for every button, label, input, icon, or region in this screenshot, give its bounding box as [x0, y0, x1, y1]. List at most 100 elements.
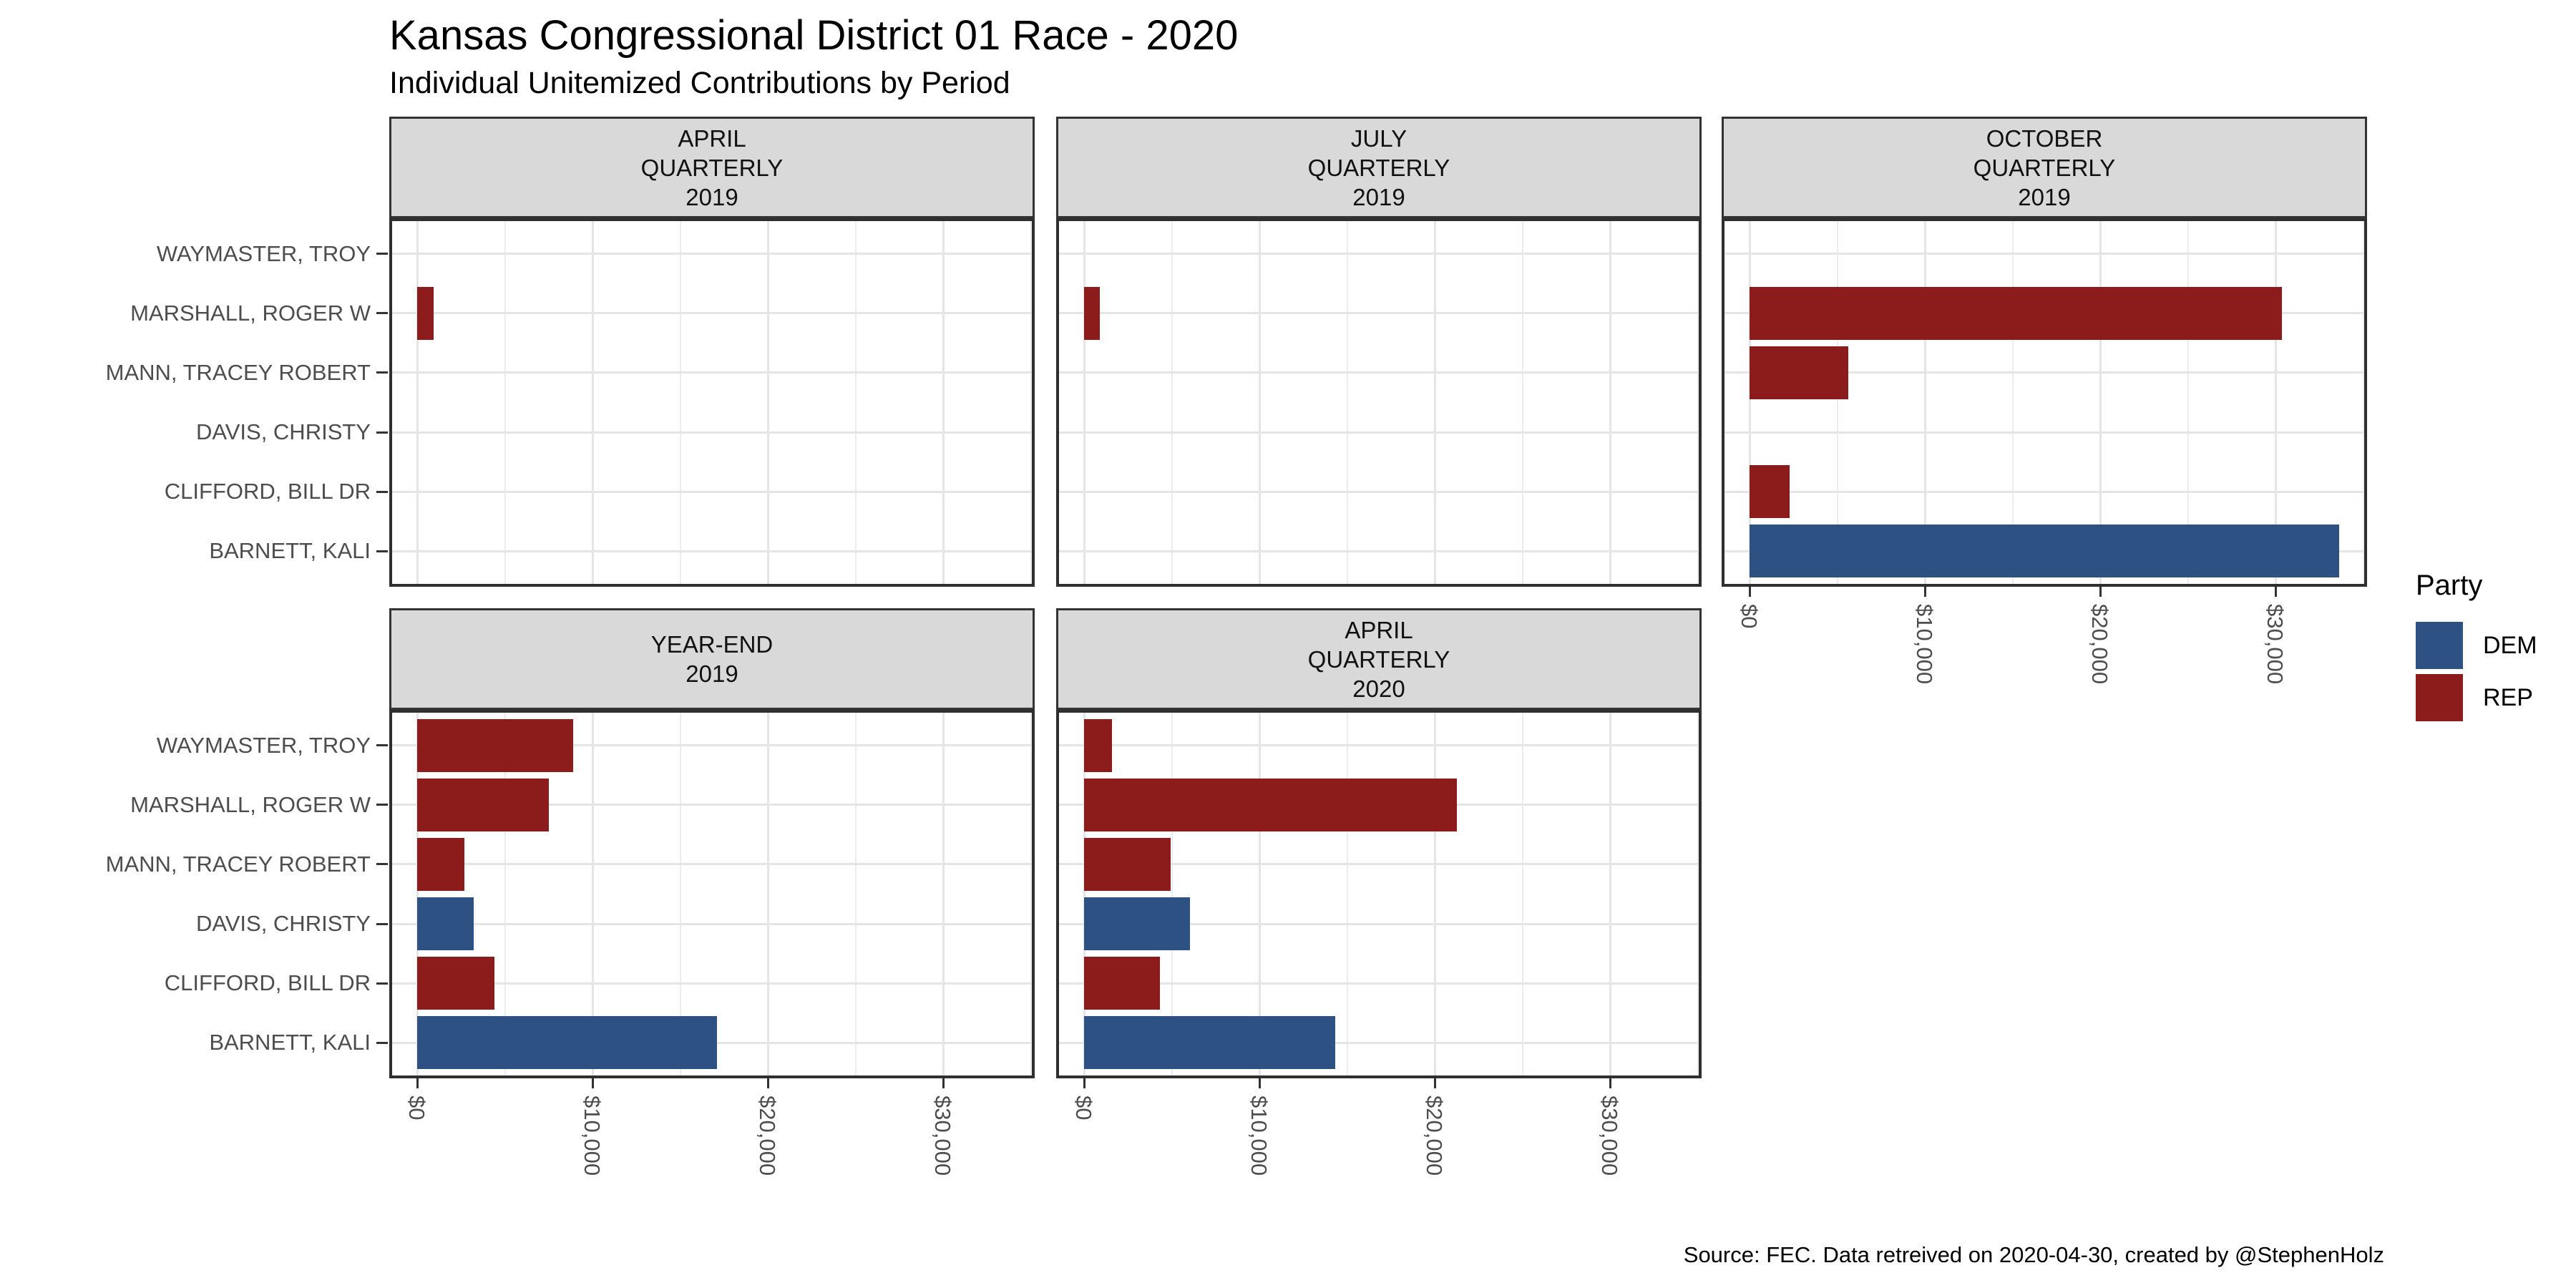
gridline-major-horizontal — [1059, 982, 1699, 985]
x-tick — [1748, 587, 1751, 597]
gridline-minor-vertical — [679, 221, 681, 584]
chart-subtitle: Individual Unitemized Contributions by P… — [389, 66, 1010, 100]
x-tick — [1433, 1078, 1436, 1088]
y-tick — [376, 863, 388, 866]
gridline-major-horizontal — [392, 863, 1032, 866]
gridline-minor-vertical — [1171, 221, 1173, 584]
gridline-major-vertical — [1258, 221, 1261, 584]
y-axis-label-candidate: WAYMASTER, TROY — [156, 240, 371, 266]
y-tick — [376, 253, 388, 255]
gridline-major-horizontal — [1059, 550, 1699, 552]
y-tick — [376, 490, 388, 493]
facet-strip-label: 2019 — [686, 660, 738, 687]
gridline-major-vertical — [1083, 221, 1085, 584]
gridline-major-horizontal — [1724, 371, 2364, 374]
facet-strip: OCTOBER QUARTERLY 2019 — [1722, 117, 2367, 218]
gridline-major-vertical — [1083, 713, 1085, 1075]
y-tick — [376, 312, 388, 315]
y-axis-label-candidate: BARNETT, KALI — [209, 538, 371, 564]
bar-rep — [417, 957, 494, 1010]
facet-panel — [389, 710, 1035, 1078]
x-tick — [766, 1078, 769, 1088]
bar-rep — [1750, 286, 2282, 340]
facet-strip-label: QUARTERLY — [640, 154, 784, 181]
x-tick — [1609, 1078, 1611, 1088]
legend: Party DEM REP — [2416, 570, 2537, 726]
facet-strip: YEAR-END 2019 — [389, 608, 1035, 710]
facet-strip-label: APRIL — [678, 125, 746, 152]
facet-strip-label: QUARTERLY — [1973, 154, 2116, 181]
x-tick-label-text: $30,000 — [930, 1096, 955, 1176]
x-tick-label-text: $30,000 — [1597, 1096, 1622, 1176]
gridline-minor-vertical — [1521, 713, 1523, 1075]
gridline-major-vertical — [1609, 221, 1611, 584]
gridline-major-horizontal — [1724, 431, 2364, 434]
x-tick — [2099, 587, 2102, 597]
x-tick-label-text: $20,000 — [2087, 604, 2112, 685]
facet-strip-label: QUARTERLY — [1307, 154, 1450, 181]
x-tick — [1258, 1078, 1261, 1088]
facet-strip-label: 2019 — [1352, 183, 1405, 210]
dem-color-swatch — [2416, 622, 2463, 669]
gridline-major-vertical — [1748, 221, 1751, 584]
bar-rep — [417, 837, 465, 891]
bar-dem — [1750, 525, 2340, 578]
gridline-minor-vertical — [1346, 221, 1348, 584]
y-tick — [376, 431, 388, 434]
gridline-minor-vertical — [1171, 713, 1173, 1075]
x-tick-label-text: $10,000 — [580, 1096, 605, 1176]
gridline-minor-vertical — [1346, 713, 1348, 1075]
facet-strip-label: YEAR-END — [650, 631, 774, 658]
chart-title: Kansas Congressional District 01 Race - … — [389, 12, 1239, 59]
gridline-major-vertical — [1433, 713, 1436, 1075]
gridline-minor-vertical — [1030, 713, 1032, 1075]
gridline-major-vertical — [416, 713, 419, 1075]
gridline-major-horizontal — [1059, 253, 1699, 255]
gridline-minor-vertical — [2187, 221, 2189, 584]
y-axis-label-candidate: DAVIS, CHRISTY — [195, 911, 371, 937]
x-tick-label-text: $0 — [1071, 1096, 1096, 1121]
bar-rep — [1084, 286, 1100, 340]
x-tick — [591, 1078, 594, 1088]
x-tick-label-text: $0 — [1737, 604, 1762, 629]
facet-panel — [389, 218, 1035, 587]
y-axis-label-candidate: WAYMASTER, TROY — [156, 732, 371, 758]
bar-dem — [417, 897, 474, 951]
facet-strip-label: 2019 — [686, 183, 738, 210]
x-tick-label-text: $10,000 — [1246, 1096, 1272, 1176]
gridline-minor-vertical — [854, 221, 857, 584]
gridline-major-horizontal — [1059, 1041, 1699, 1044]
gridline-minor-vertical — [2011, 221, 2014, 584]
facet-strip: APRIL QUARTERLY 2020 — [1056, 608, 1702, 710]
gridline-major-vertical — [942, 221, 945, 584]
bar-dem — [1084, 897, 1190, 951]
gridline-major-vertical — [942, 713, 945, 1075]
gridline-major-horizontal — [392, 490, 1032, 493]
bar-rep — [417, 718, 574, 772]
x-tick — [1923, 587, 1926, 597]
y-tick — [376, 922, 388, 925]
gridline-minor-vertical — [504, 221, 506, 584]
y-axis-label-candidate: MANN, TRACEY ROBERT — [105, 851, 371, 877]
x-tick — [942, 1078, 945, 1088]
bar-rep — [1084, 837, 1171, 891]
gridline-major-horizontal — [392, 550, 1032, 552]
source-caption: Source: FEC. Data retreived on 2020-04-3… — [1683, 1242, 2384, 1267]
bar-rep — [1084, 957, 1161, 1010]
gridline-major-horizontal — [392, 922, 1032, 925]
x-tick — [2274, 587, 2277, 597]
gridline-major-horizontal — [1724, 253, 2364, 255]
y-axis-label-candidate: MARSHALL, ROGER W — [130, 300, 371, 326]
y-tick — [376, 804, 388, 806]
facet-strip-label: QUARTERLY — [1307, 645, 1450, 673]
gridline-major-horizontal — [1059, 312, 1699, 315]
gridline-minor-vertical — [1030, 221, 1032, 584]
x-tick-label-text: $20,000 — [755, 1096, 780, 1176]
legend-label-rep: REP — [2483, 683, 2533, 711]
x-tick — [1083, 1078, 1085, 1088]
legend-entry-dem: DEM — [2416, 622, 2537, 669]
x-tick-label-text: $30,000 — [2263, 604, 2288, 685]
gridline-minor-vertical — [1697, 221, 1699, 584]
legend-entry-rep: REP — [2416, 674, 2537, 721]
gridline-minor-vertical — [1521, 221, 1523, 584]
